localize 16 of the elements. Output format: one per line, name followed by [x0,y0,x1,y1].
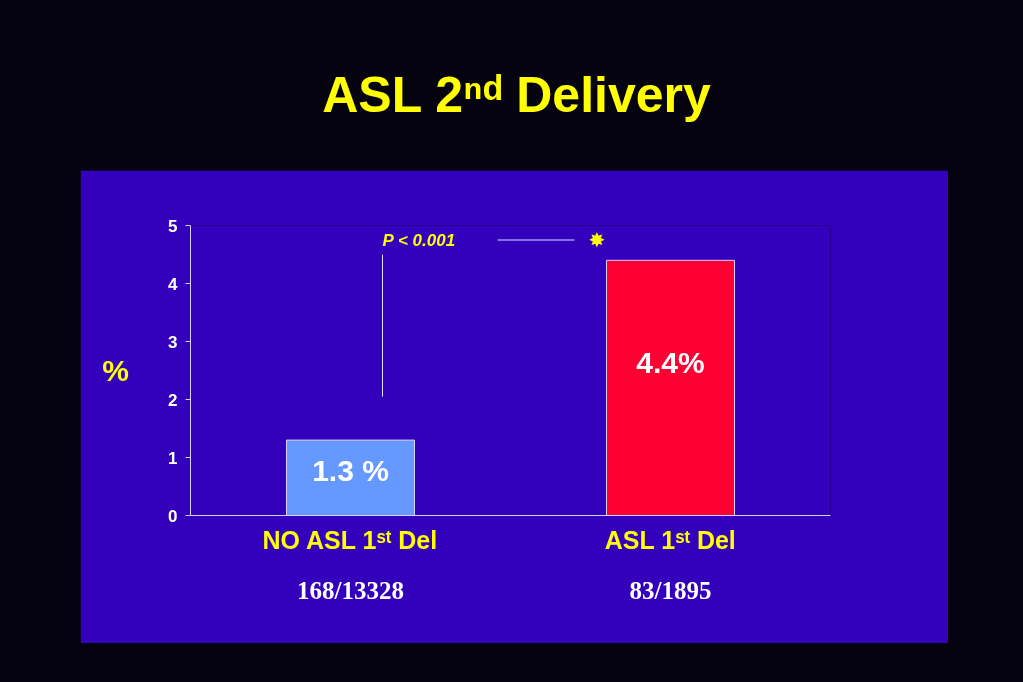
text: 168/13328 [297,576,404,604]
annotation: P < 0.001 [382,230,456,250]
data-label: 1.3 % [312,453,389,487]
y-tick-label: 2 [168,390,178,410]
y-axis-title: % [102,354,130,387]
y-tick-label: 3 [168,332,178,352]
chart-title: ASL 2ⁿᵈ Delivery [322,66,711,125]
data-label: 4.4% [636,345,705,379]
text: 83/1895 [629,576,712,604]
y-tick-label: 1 [168,448,178,468]
annotation: ✸ [588,228,606,252]
y-tick-label: 5 [168,216,178,236]
y-tick-label: 4 [168,274,179,294]
x-tick-label: ASL 1ˢᵗ Del [604,525,736,554]
x-tick-label: NO ASL 1ˢᵗ Del [262,525,438,554]
y-tick-label: 0 [168,506,178,526]
